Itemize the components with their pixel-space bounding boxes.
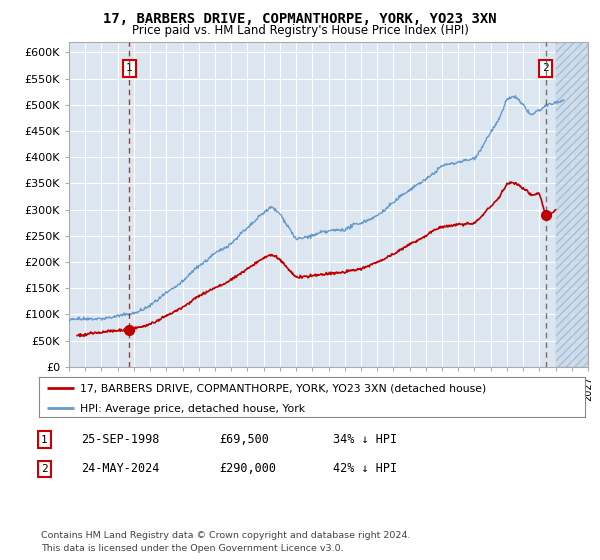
Text: 17, BARBERS DRIVE, COPMANTHORPE, YORK, YO23 3XN: 17, BARBERS DRIVE, COPMANTHORPE, YORK, Y… — [103, 12, 497, 26]
Text: 2: 2 — [542, 63, 549, 73]
Text: 17, BARBERS DRIVE, COPMANTHORPE, YORK, YO23 3XN (detached house): 17, BARBERS DRIVE, COPMANTHORPE, YORK, Y… — [80, 384, 486, 394]
Text: 24-MAY-2024: 24-MAY-2024 — [81, 462, 160, 475]
Text: 1: 1 — [41, 435, 47, 445]
Text: Contains HM Land Registry data © Crown copyright and database right 2024.
This d: Contains HM Land Registry data © Crown c… — [41, 531, 410, 553]
Text: £290,000: £290,000 — [219, 462, 276, 475]
Text: £69,500: £69,500 — [219, 433, 269, 446]
Text: 2: 2 — [41, 464, 47, 474]
Bar — [556, 42, 588, 367]
Text: Price paid vs. HM Land Registry's House Price Index (HPI): Price paid vs. HM Land Registry's House … — [131, 24, 469, 36]
Text: 34% ↓ HPI: 34% ↓ HPI — [333, 433, 397, 446]
Text: 1: 1 — [126, 63, 133, 73]
Text: 42% ↓ HPI: 42% ↓ HPI — [333, 462, 397, 475]
Text: 25-SEP-1998: 25-SEP-1998 — [81, 433, 160, 446]
Text: HPI: Average price, detached house, York: HPI: Average price, detached house, York — [80, 404, 305, 414]
